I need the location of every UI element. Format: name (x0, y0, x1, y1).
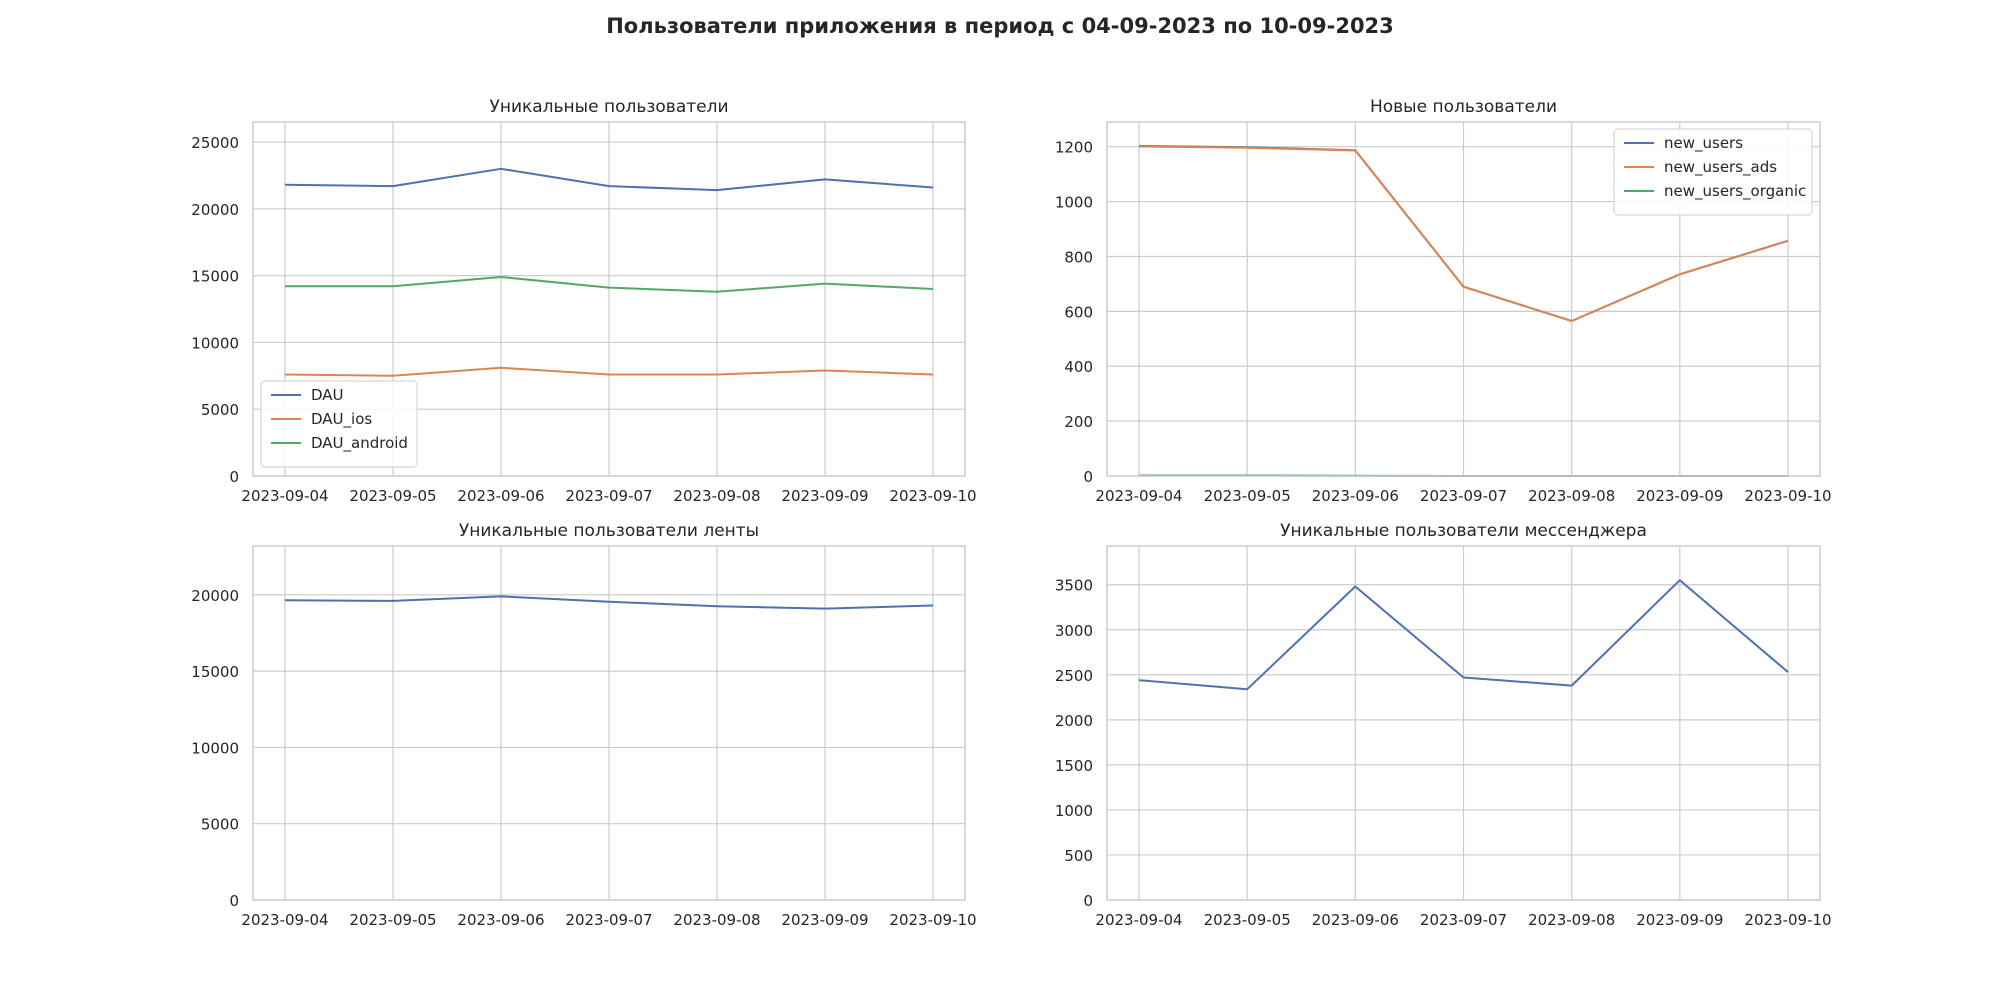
chart-title: Уникальные пользователи (489, 97, 728, 117)
x-tick-label: 2023-09-08 (673, 487, 760, 505)
y-tick-label: 15000 (191, 663, 239, 681)
y-tick-label: 1000 (1055, 802, 1093, 820)
x-tick-label: 2023-09-06 (1312, 487, 1399, 505)
y-tick-label: 1200 (1055, 139, 1093, 157)
x-tick-label: 2023-09-06 (457, 487, 544, 505)
x-tick-label: 2023-09-04 (1095, 911, 1182, 929)
legend-label: DAU_ios (311, 410, 372, 429)
chart-title: Уникальные пользователи ленты (459, 521, 759, 541)
chart-title: Новые пользователи (1370, 97, 1557, 117)
x-tick-label: 2023-09-04 (1095, 487, 1182, 505)
chart-panel-4: Уникальные пользователи мессенджера 2023-… (1055, 521, 1832, 929)
x-tick-label: 2023-09-07 (1420, 487, 1507, 505)
series-line-main (284, 595, 934, 610)
x-tick-label: 2023-09-07 (565, 487, 652, 505)
x-tick-label: 2023-09-06 (457, 911, 544, 929)
legend: new_users new_users_ads new_users_organic (1613, 128, 1813, 216)
x-tick-label: 2023-09-10 (889, 487, 976, 505)
legend-label: DAU (311, 386, 344, 404)
y-tick-label: 10000 (191, 739, 239, 757)
x-tick-label: 2023-09-08 (673, 911, 760, 929)
y-tick-label: 5000 (201, 816, 239, 834)
y-tick-label: 400 (1064, 358, 1093, 376)
series-line-new-users-ads (1138, 145, 1789, 322)
x-tick-label: 2023-09-04 (241, 487, 328, 505)
y-tick-label: 0 (229, 468, 239, 486)
legend-box (260, 380, 418, 468)
y-tick-label: 15000 (191, 268, 239, 286)
y-tick-label: 5000 (201, 401, 239, 419)
x-tick-label: 2023-09-05 (349, 487, 436, 505)
y-tick-label: 500 (1064, 847, 1093, 865)
x-tick-label: 2023-09-10 (889, 911, 976, 929)
series-line-dau-ios (284, 366, 934, 377)
plot-frame (252, 121, 966, 477)
x-tick-label: 2023-09-10 (1744, 911, 1831, 929)
y-tick-label: 1500 (1055, 757, 1093, 775)
x-tick-label: 2023-09-09 (1636, 911, 1723, 929)
legend-label: new_users_organic (1664, 182, 1806, 201)
y-tick-label: 200 (1064, 413, 1093, 431)
y-tick-label: 0 (229, 892, 239, 910)
series-line-main (1138, 579, 1789, 691)
legend-label: new_users (1664, 134, 1743, 153)
legend: DAU DAU_ios DAU_android (260, 380, 418, 468)
x-tick-label: 2023-09-09 (1636, 487, 1723, 505)
plot-frame (252, 545, 966, 901)
x-tick-label: 2023-09-09 (781, 487, 868, 505)
y-tick-label: 0 (1083, 468, 1093, 486)
plot-frame (1106, 121, 1821, 477)
series-line-dau (284, 167, 934, 192)
y-tick-label: 20000 (191, 587, 239, 605)
plot-frame (1106, 545, 1821, 901)
x-tick-label: 2023-09-06 (1312, 911, 1399, 929)
x-tick-label: 2023-09-08 (1528, 911, 1615, 929)
y-tick-label: 25000 (191, 134, 239, 152)
x-tick-label: 2023-09-09 (781, 911, 868, 929)
y-tick-label: 1000 (1055, 194, 1093, 212)
x-tick-label: 2023-09-07 (1420, 911, 1507, 929)
chart-panel-3: Уникальные пользователи ленты 2023-09-04 2… (191, 521, 976, 929)
y-tick-label: 2500 (1055, 667, 1093, 685)
x-tick-label: 2023-09-05 (1204, 911, 1291, 929)
y-tick-label: 2000 (1055, 712, 1093, 730)
x-tick-label: 2023-09-10 (1744, 487, 1831, 505)
legend-label: DAU_android (311, 434, 408, 453)
x-tick-label: 2023-09-08 (1528, 487, 1615, 505)
y-tick-label: 20000 (191, 201, 239, 219)
y-tick-label: 0 (1083, 892, 1093, 910)
y-tick-label: 800 (1064, 248, 1093, 266)
legend-box (1613, 128, 1813, 216)
y-tick-label: 10000 (191, 334, 239, 352)
legend-label: new_users_ads (1664, 158, 1777, 177)
x-tick-label: 2023-09-05 (1204, 487, 1291, 505)
y-tick-label: 600 (1064, 303, 1093, 321)
y-tick-label: 3500 (1055, 577, 1093, 595)
chart-title: Уникальные пользователи мессенджера (1280, 521, 1647, 541)
figure-title: Пользователи приложения в период с 04-09… (606, 14, 1394, 38)
chart-panel-1: Уникальные пользователи 2023-09-04 2023-09… (191, 97, 976, 505)
chart-panel-2: Новые пользователи 2023-09-04 2023-09-05 20… (1055, 97, 1832, 505)
x-tick-label: 2023-09-07 (565, 911, 652, 929)
y-tick-label: 3000 (1055, 622, 1093, 640)
x-tick-label: 2023-09-04 (241, 911, 328, 929)
series-line-dau-android (285, 276, 934, 293)
x-tick-label: 2023-09-05 (349, 911, 436, 929)
